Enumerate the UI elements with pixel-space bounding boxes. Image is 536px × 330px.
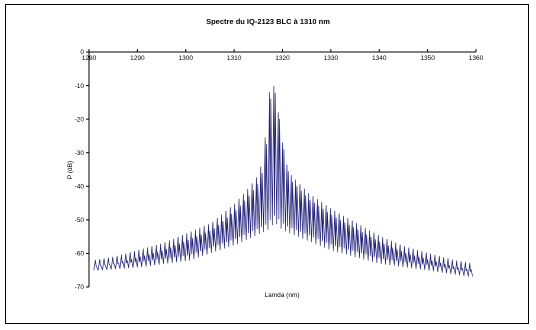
x-tick-label: 1320 (275, 55, 290, 62)
y-axis: 0 -10 -20 -30 -40 -50 -60 -70 (75, 49, 89, 291)
y-tick-label: -60 (75, 251, 85, 258)
y-axis-label: P (dB) (67, 161, 74, 179)
chart-title: Spectre du IQ-2123 BLC à 1310 nm (206, 17, 330, 26)
x-tick-label: 1330 (324, 55, 339, 62)
y-tick-label: -10 (75, 83, 85, 90)
y-tick-label: -20 (75, 116, 85, 123)
x-tick-label: 1290 (130, 55, 145, 62)
y-tick-label: -50 (75, 217, 85, 224)
x-tick-label: 1350 (420, 55, 435, 62)
spectrum-line (93, 85, 473, 277)
x-axis: 128012901300131013201330134013501360 (82, 49, 484, 62)
y-tick-label: -70 (75, 284, 85, 291)
y-tick-label: -40 (75, 183, 85, 190)
x-tick-label: 1340 (372, 55, 387, 62)
y-tick-label: 0 (80, 49, 84, 56)
y-tick-label: -30 (75, 150, 85, 157)
x-tick-label: 1300 (179, 55, 194, 62)
x-axis-label: Lamda (nm) (264, 292, 299, 299)
x-tick-label: 1310 (227, 55, 242, 62)
x-tick-label: 1360 (469, 55, 484, 62)
